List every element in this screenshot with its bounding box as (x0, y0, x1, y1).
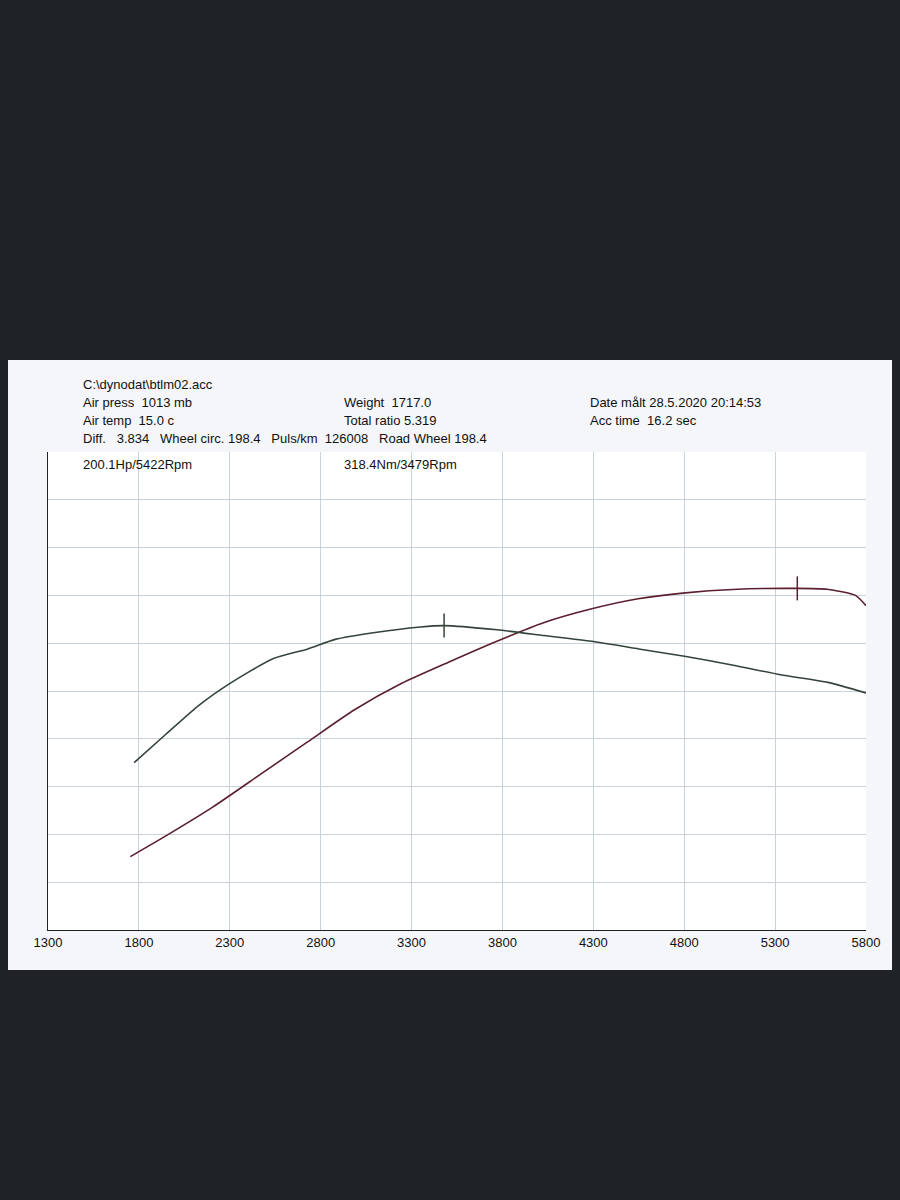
svg-text:4300: 4300 (579, 935, 608, 950)
svg-text:1300: 1300 (34, 935, 63, 950)
svg-text:Air temp 15.0 c: Air temp 15.0 c (83, 413, 175, 428)
svg-text:Date målt 28.5.2020 20:14:53: Date målt 28.5.2020 20:14:53 (590, 395, 761, 410)
svg-text:Weight 1717.0: Weight 1717.0 (344, 395, 431, 410)
svg-text:4800: 4800 (670, 935, 699, 950)
svg-text:2300: 2300 (215, 935, 244, 950)
svg-text:3800: 3800 (488, 935, 517, 950)
svg-text:318.4Nm/3479Rpm: 318.4Nm/3479Rpm (344, 457, 457, 472)
svg-text:Acc time 16.2 sec: Acc time 16.2 sec (590, 413, 697, 428)
svg-text:Air press 1013 mb: Air press 1013 mb (83, 395, 192, 410)
svg-text:1800: 1800 (124, 935, 153, 950)
svg-text:5800: 5800 (852, 935, 881, 950)
svg-text:5300: 5300 (761, 935, 790, 950)
svg-text:2800: 2800 (306, 935, 335, 950)
svg-text:Diff. 3.834 Wheel circ. 19: Diff. 3.834 Wheel circ. 198.4 Puls/km 12… (83, 431, 487, 446)
svg-text:Total ratio 5.319: Total ratio 5.319 (344, 413, 437, 428)
svg-text:3300: 3300 (397, 935, 426, 950)
svg-text:C:\dynodat\btlm02.acc: C:\dynodat\btlm02.acc (83, 377, 213, 392)
svg-text:200.1Hp/5422Rpm: 200.1Hp/5422Rpm (83, 457, 192, 472)
